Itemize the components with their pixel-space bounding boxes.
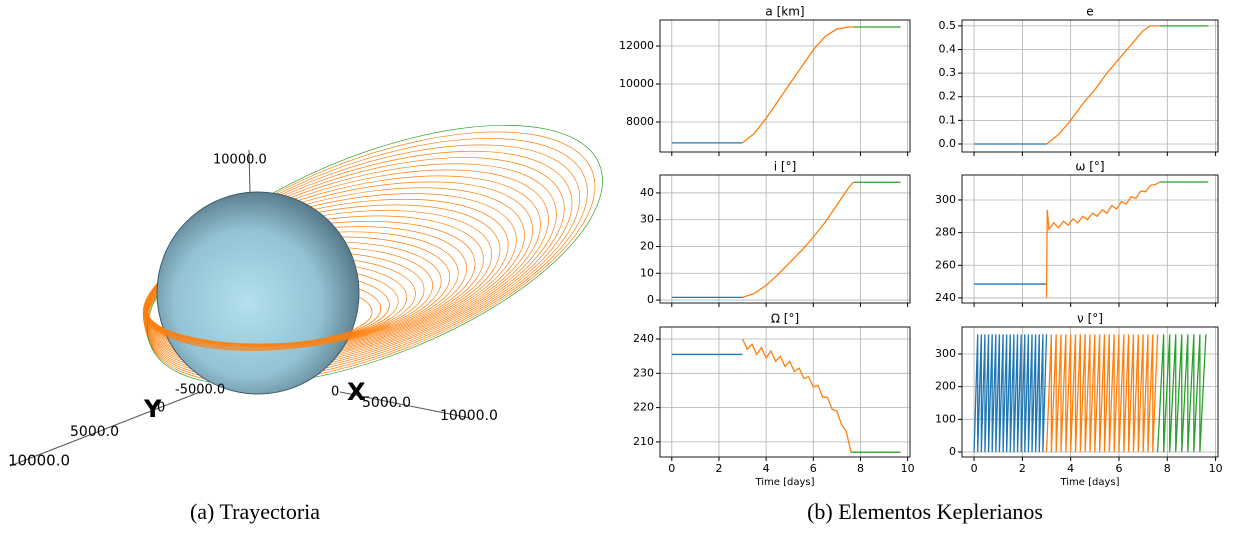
x-axis-label: Time [days] bbox=[1059, 477, 1119, 488]
y-tick-label: 260 bbox=[935, 258, 956, 271]
series-line bbox=[743, 339, 851, 452]
x-tick-label: 8 bbox=[1164, 462, 1171, 475]
y-tick-label: 10 bbox=[640, 266, 654, 279]
caption-a: (a) Trayectoria bbox=[190, 499, 320, 524]
chart-title: ω [°] bbox=[1075, 160, 1104, 174]
y-tick-label: 230 bbox=[633, 366, 654, 379]
y-tick-label: 10000 bbox=[619, 77, 654, 90]
x-tick-label: 6 bbox=[1115, 462, 1122, 475]
axis-label-3d: 10000.0 bbox=[8, 452, 70, 470]
chart-title: i [°] bbox=[774, 160, 797, 174]
y-tick-label: 30 bbox=[640, 213, 654, 226]
x-tick-label: 10 bbox=[901, 462, 915, 475]
y-tick-label: 300 bbox=[935, 193, 956, 206]
x-tick-label: 0 bbox=[668, 462, 675, 475]
earth bbox=[157, 192, 359, 394]
y-tick-label: 100 bbox=[935, 412, 956, 425]
y-tick-label: 0.3 bbox=[939, 66, 957, 79]
y-tick-label: 240 bbox=[935, 291, 956, 304]
page: 10000.0-5000.00X5000.010000.0Y05000.0100… bbox=[0, 0, 1238, 548]
series-line bbox=[974, 334, 1046, 452]
axis-label-3d: 0 bbox=[331, 385, 339, 400]
x-tick-label: 10 bbox=[1209, 462, 1223, 475]
y-tick-label: 12000 bbox=[619, 39, 654, 52]
series-line bbox=[1047, 26, 1161, 144]
y-tick-label: 0 bbox=[647, 293, 654, 306]
figure: 10000.0-5000.00X5000.010000.0Y05000.0100… bbox=[0, 0, 1238, 544]
axes-frame bbox=[660, 327, 910, 457]
y-tick-label: 210 bbox=[633, 435, 654, 448]
axes-frame bbox=[660, 20, 910, 152]
x-tick-label: 6 bbox=[810, 462, 817, 475]
axis-label-3d: 10000.0 bbox=[440, 408, 498, 424]
axis-label-3d: 5000.0 bbox=[362, 395, 411, 411]
x-tick-label: 4 bbox=[1067, 462, 1074, 475]
series-line bbox=[743, 182, 854, 297]
y-tick-label: 0.2 bbox=[939, 90, 957, 103]
axes-frame bbox=[660, 175, 910, 303]
chart-title: ν [°] bbox=[1077, 312, 1103, 326]
y-tick-label: 0.0 bbox=[939, 137, 957, 150]
axes-frame bbox=[962, 20, 1218, 152]
y-tick-label: 220 bbox=[633, 401, 654, 414]
y-tick-label: 0.5 bbox=[939, 19, 957, 32]
chart-title: Ω [°] bbox=[771, 312, 799, 326]
axis-label-3d: 10000.0 bbox=[213, 153, 267, 168]
x-tick-label: 4 bbox=[763, 462, 770, 475]
y-tick-label: 240 bbox=[633, 332, 654, 345]
y-tick-label: 0 bbox=[949, 445, 956, 458]
axis-label-3d: -5000.0 bbox=[175, 383, 225, 398]
axis-label-3d: 5000.0 bbox=[70, 424, 119, 440]
x-tick-label: 2 bbox=[715, 462, 722, 475]
x-tick-label: 2 bbox=[1019, 462, 1026, 475]
y-tick-label: 20 bbox=[640, 239, 654, 252]
y-tick-label: 280 bbox=[935, 226, 956, 239]
y-tick-label: 0.1 bbox=[939, 113, 957, 126]
y-tick-label: 40 bbox=[640, 186, 654, 199]
x-tick-label: 8 bbox=[857, 462, 864, 475]
axis-label-3d: 0 bbox=[157, 401, 165, 416]
y-tick-label: 8000 bbox=[626, 115, 654, 128]
x-tick-label: 0 bbox=[971, 462, 978, 475]
series-line bbox=[1047, 182, 1161, 298]
chart-title: a [km] bbox=[765, 5, 804, 19]
series-line bbox=[1047, 334, 1158, 452]
series-line bbox=[743, 27, 854, 143]
series-line bbox=[1158, 334, 1206, 452]
y-tick-label: 300 bbox=[935, 347, 956, 360]
y-tick-label: 0.4 bbox=[939, 43, 957, 56]
x-axis-label: Time [days] bbox=[754, 477, 814, 488]
chart-title: e bbox=[1086, 5, 1093, 19]
y-tick-label: 200 bbox=[935, 380, 956, 393]
caption-b: (b) Elementos Keplerianos bbox=[807, 499, 1043, 524]
